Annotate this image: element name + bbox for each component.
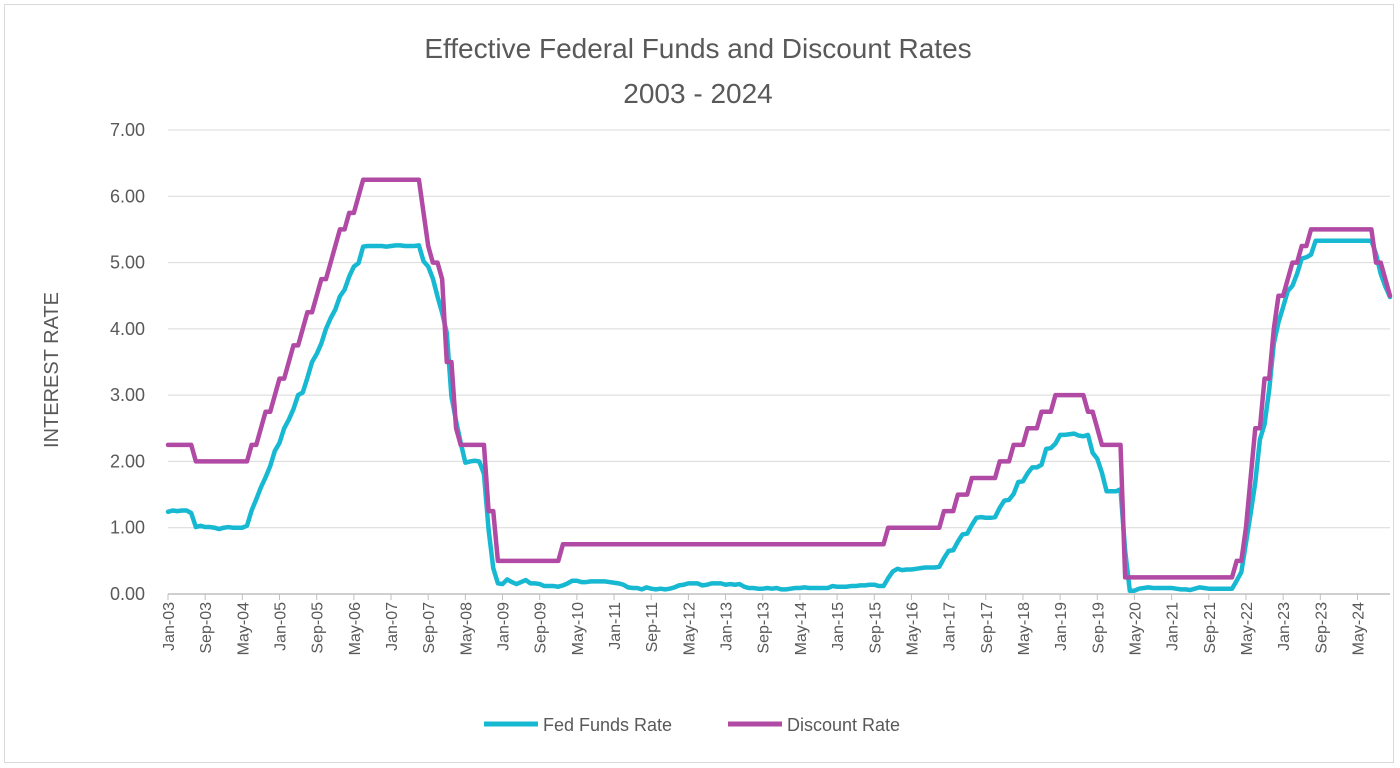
x-tick-label: Sep-21 — [1202, 602, 1219, 654]
y-tick-label: 6.00 — [110, 186, 145, 206]
series-line-discount-rate — [165, 177, 1393, 580]
x-tick-label: Jan-13 — [719, 602, 736, 651]
legend: Fed Funds Rate Discount Rate — [484, 715, 900, 735]
x-tick-label: Sep-11 — [644, 602, 661, 653]
x-tick-label: Jan-23 — [1276, 602, 1293, 651]
y-tick-label: 0.00 — [110, 584, 145, 604]
x-tick-label: Sep-13 — [756, 602, 773, 654]
x-tick-label: May-06 — [347, 602, 364, 655]
x-tick-label: May-18 — [1016, 602, 1033, 655]
x-tick-label: Sep-23 — [1313, 602, 1330, 654]
gridlines — [168, 129, 1390, 529]
x-tick-label: May-10 — [570, 602, 587, 655]
x-tick-label: Jan-03 — [161, 602, 178, 651]
chart-title: Effective Federal Funds and Discount Rat… — [424, 33, 971, 64]
x-tick-label: Jan-21 — [1165, 602, 1182, 651]
y-axis-label: INTEREST RATE — [41, 292, 63, 448]
x-tick-label: May-08 — [458, 602, 475, 655]
y-tick-label: 3.00 — [110, 385, 145, 405]
x-axis: Jan-03 Sep-03 May-04 Jan-05 Sep-05 May-06 Jan-… — [161, 593, 1390, 655]
x-tick-label: Jan-05 — [273, 602, 290, 651]
chart-subtitle: 2003 - 2024 — [623, 78, 772, 109]
x-tick-label: Sep-15 — [867, 602, 884, 654]
x-tick-label: May-24 — [1350, 602, 1367, 655]
x-tick-label: Jan-11 — [607, 602, 624, 650]
y-tick-label: 7.00 — [110, 120, 145, 140]
x-tick-label: Sep-05 — [310, 602, 327, 654]
x-tick-label: Jan-09 — [496, 602, 513, 651]
x-tick-label: May-14 — [793, 602, 810, 655]
x-tick-label: Sep-09 — [533, 602, 550, 654]
x-tick-label: Sep-07 — [421, 602, 438, 654]
y-tick-label: 2.00 — [110, 451, 145, 471]
series-line-fed-funds-rate — [165, 238, 1393, 593]
x-tick-label: May-04 — [235, 602, 252, 655]
x-tick-label: Jan-17 — [942, 602, 959, 651]
x-tick-label: May-16 — [904, 602, 921, 655]
legend-label: Discount Rate — [787, 715, 900, 735]
x-tick-label: Sep-03 — [198, 602, 215, 654]
x-tick-label: May-12 — [681, 602, 698, 655]
x-tick-label: May-20 — [1127, 602, 1144, 655]
y-tick-label: 1.00 — [110, 518, 145, 538]
x-tick-label: Jan-07 — [384, 602, 401, 651]
legend-label: Fed Funds Rate — [543, 715, 672, 735]
y-tick-label: 4.00 — [110, 319, 145, 339]
x-tick-label: Sep-19 — [1090, 602, 1107, 654]
x-tick-label: May-22 — [1239, 602, 1256, 655]
x-tick-label: Jan-15 — [830, 602, 847, 651]
y-axis-ticks: 0.00 1.00 2.00 3.00 4.00 5.00 6.00 7.00 — [110, 120, 145, 604]
y-tick-label: 5.00 — [110, 253, 145, 273]
x-tick-label: Jan-19 — [1053, 602, 1070, 651]
series-lines — [165, 177, 1393, 593]
x-tick-label: Sep-17 — [979, 602, 996, 654]
